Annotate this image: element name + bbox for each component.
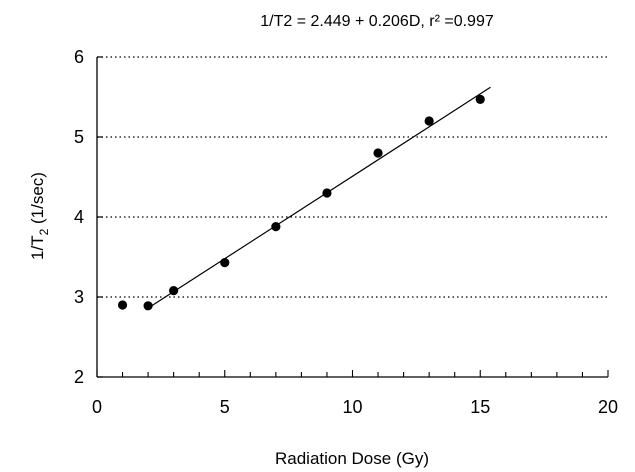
x-tick-label: 10 bbox=[342, 397, 362, 417]
data-point bbox=[143, 301, 153, 311]
fit-line-group bbox=[145, 86, 491, 311]
data-point bbox=[117, 300, 128, 310]
y-axis-ticks: 2 3 4 5 6 bbox=[74, 47, 103, 387]
y-tick-label: 6 bbox=[74, 47, 84, 67]
y-tick-label: 5 bbox=[74, 127, 84, 147]
data-point bbox=[322, 188, 332, 198]
x-tick-label: 20 bbox=[598, 397, 618, 417]
x-axis-ticks: 0 5 10 15 20 bbox=[92, 370, 618, 417]
y-axis-label-subscript: 2 bbox=[37, 228, 51, 235]
data-point bbox=[169, 286, 179, 296]
data-point bbox=[373, 148, 383, 158]
y-axis-label: 1/T2 (1/sec) bbox=[28, 172, 51, 260]
x-axis-label: Radiation Dose (Gy) bbox=[275, 449, 429, 468]
y-tick-label: 2 bbox=[74, 367, 84, 387]
data-point bbox=[220, 258, 230, 268]
x-tick-label: 15 bbox=[470, 397, 490, 417]
x-tick-label: 5 bbox=[220, 397, 230, 417]
chart-title: 1/T2 = 2.449 + 0.206D, r² =0.997 bbox=[260, 13, 494, 30]
y-axis-label-prefix: 1/T bbox=[28, 235, 47, 260]
y-axis-label-suffix: (1/sec) bbox=[28, 172, 47, 229]
y-tick-label: 4 bbox=[74, 207, 84, 227]
grid-lines bbox=[97, 56, 608, 298]
fit-line bbox=[145, 86, 491, 311]
x-tick-label: 0 bbox=[92, 397, 102, 417]
data-point bbox=[424, 116, 434, 126]
data-points bbox=[117, 94, 485, 311]
data-point bbox=[475, 94, 485, 104]
y-tick-label: 3 bbox=[74, 287, 84, 307]
data-point bbox=[271, 222, 281, 232]
